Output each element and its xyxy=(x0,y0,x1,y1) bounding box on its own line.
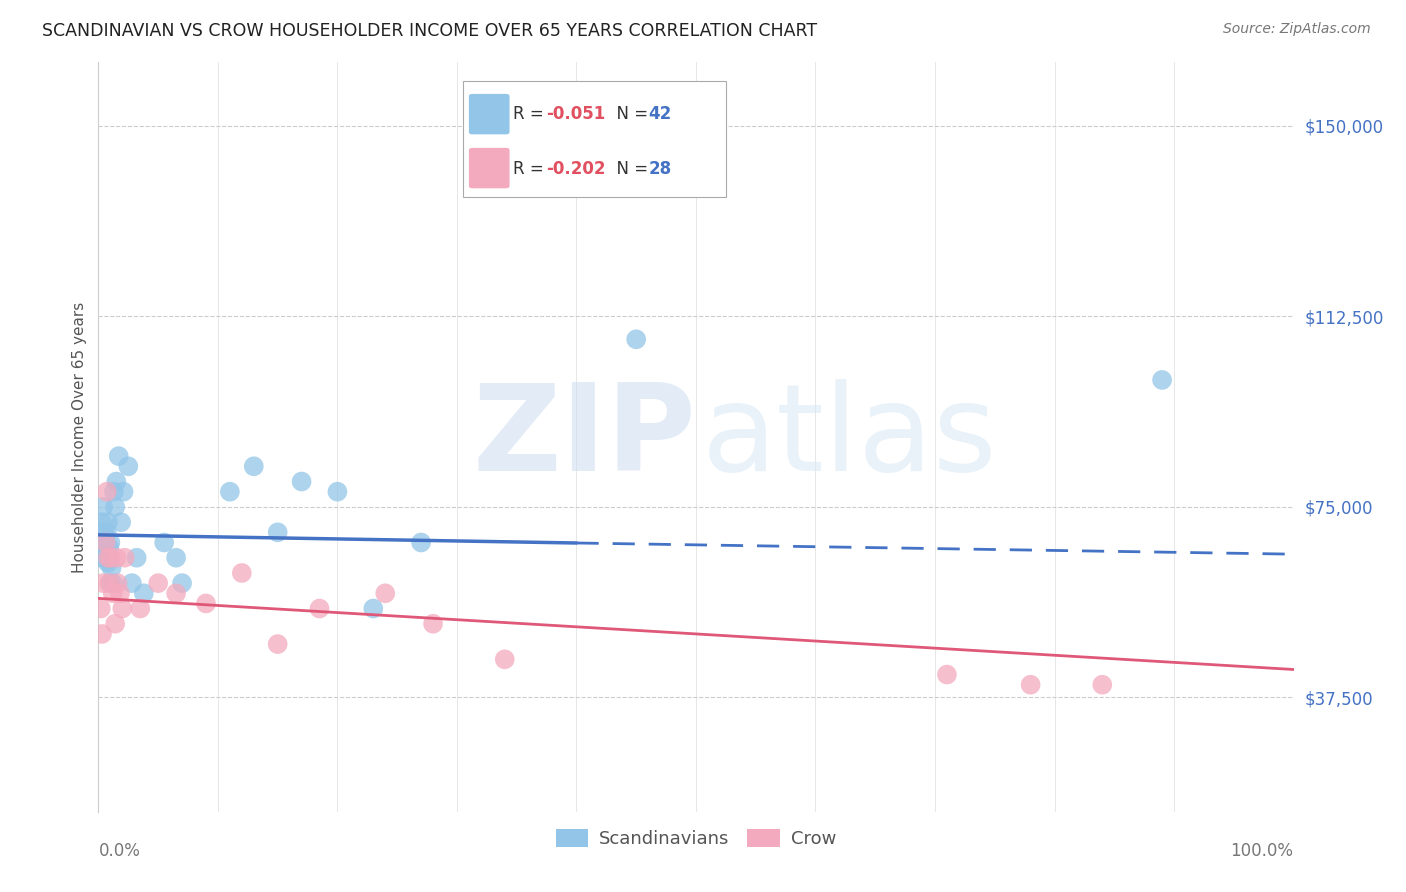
Text: N =: N = xyxy=(606,105,654,123)
Point xyxy=(121,576,143,591)
Point xyxy=(94,535,117,549)
Point xyxy=(107,576,129,591)
Point xyxy=(94,546,117,560)
Text: 42: 42 xyxy=(648,105,672,123)
Point xyxy=(91,500,114,514)
Text: atlas: atlas xyxy=(702,378,998,496)
Text: -0.051: -0.051 xyxy=(547,105,606,123)
Point xyxy=(125,550,148,565)
Point xyxy=(101,586,124,600)
Point xyxy=(422,616,444,631)
Point xyxy=(129,601,152,615)
Point xyxy=(104,616,127,631)
Point xyxy=(1091,678,1114,692)
Point xyxy=(112,484,135,499)
Point xyxy=(411,535,433,549)
Point xyxy=(97,556,120,570)
Point xyxy=(101,576,124,591)
Point xyxy=(89,525,111,540)
Point xyxy=(494,652,516,666)
Text: 0.0%: 0.0% xyxy=(98,842,141,860)
Point xyxy=(308,601,330,615)
Point xyxy=(108,586,131,600)
Point xyxy=(165,586,187,600)
Point xyxy=(148,576,170,591)
Point xyxy=(91,576,114,591)
Point xyxy=(1019,678,1042,692)
Point xyxy=(231,566,253,580)
Point xyxy=(97,515,120,529)
FancyBboxPatch shape xyxy=(463,81,725,197)
Point xyxy=(195,597,218,611)
Point xyxy=(93,550,115,565)
Text: R =: R = xyxy=(513,105,550,123)
Text: Source: ZipAtlas.com: Source: ZipAtlas.com xyxy=(1223,22,1371,37)
Point xyxy=(98,550,121,565)
Point xyxy=(291,475,314,489)
Point xyxy=(107,449,129,463)
Point xyxy=(132,586,155,600)
Point xyxy=(96,525,118,540)
Point xyxy=(103,484,125,499)
Text: N =: N = xyxy=(606,160,654,178)
Point xyxy=(110,515,132,529)
Point xyxy=(91,535,114,549)
Point xyxy=(91,627,114,641)
Point xyxy=(98,576,122,591)
Point xyxy=(219,484,242,499)
Point xyxy=(326,484,349,499)
Point xyxy=(91,550,114,565)
Point xyxy=(91,515,114,529)
Point xyxy=(105,475,128,489)
Point xyxy=(98,576,121,591)
Point xyxy=(97,550,120,565)
Point xyxy=(153,535,176,549)
Legend: Scandinavians, Crow: Scandinavians, Crow xyxy=(548,822,844,855)
Point xyxy=(363,601,385,615)
Text: 100.0%: 100.0% xyxy=(1230,842,1294,860)
Point xyxy=(172,576,194,591)
Point xyxy=(114,550,136,565)
Point xyxy=(105,550,128,565)
Point xyxy=(96,484,118,499)
Point xyxy=(98,550,122,565)
Point xyxy=(98,535,122,549)
Point xyxy=(165,550,187,565)
FancyBboxPatch shape xyxy=(470,94,509,135)
Point xyxy=(1152,373,1174,387)
Text: ZIP: ZIP xyxy=(472,378,696,496)
Point xyxy=(90,535,112,549)
Point xyxy=(267,525,290,540)
Point xyxy=(936,667,959,681)
Point xyxy=(111,601,134,615)
Point xyxy=(374,586,396,600)
FancyBboxPatch shape xyxy=(470,148,509,188)
Text: 28: 28 xyxy=(648,160,671,178)
Point xyxy=(267,637,290,651)
Text: R =: R = xyxy=(513,160,550,178)
Point xyxy=(93,525,115,540)
Y-axis label: Householder Income Over 65 years: Householder Income Over 65 years xyxy=(72,301,87,573)
Point xyxy=(96,550,118,565)
Point xyxy=(117,459,139,474)
Text: -0.202: -0.202 xyxy=(547,160,606,178)
Point xyxy=(98,541,121,555)
Point xyxy=(90,601,112,615)
Point xyxy=(100,561,122,575)
Point xyxy=(94,535,117,549)
Point xyxy=(104,500,127,514)
Point xyxy=(626,332,648,346)
Point xyxy=(243,459,266,474)
Text: SCANDINAVIAN VS CROW HOUSEHOLDER INCOME OVER 65 YEARS CORRELATION CHART: SCANDINAVIAN VS CROW HOUSEHOLDER INCOME … xyxy=(42,22,817,40)
